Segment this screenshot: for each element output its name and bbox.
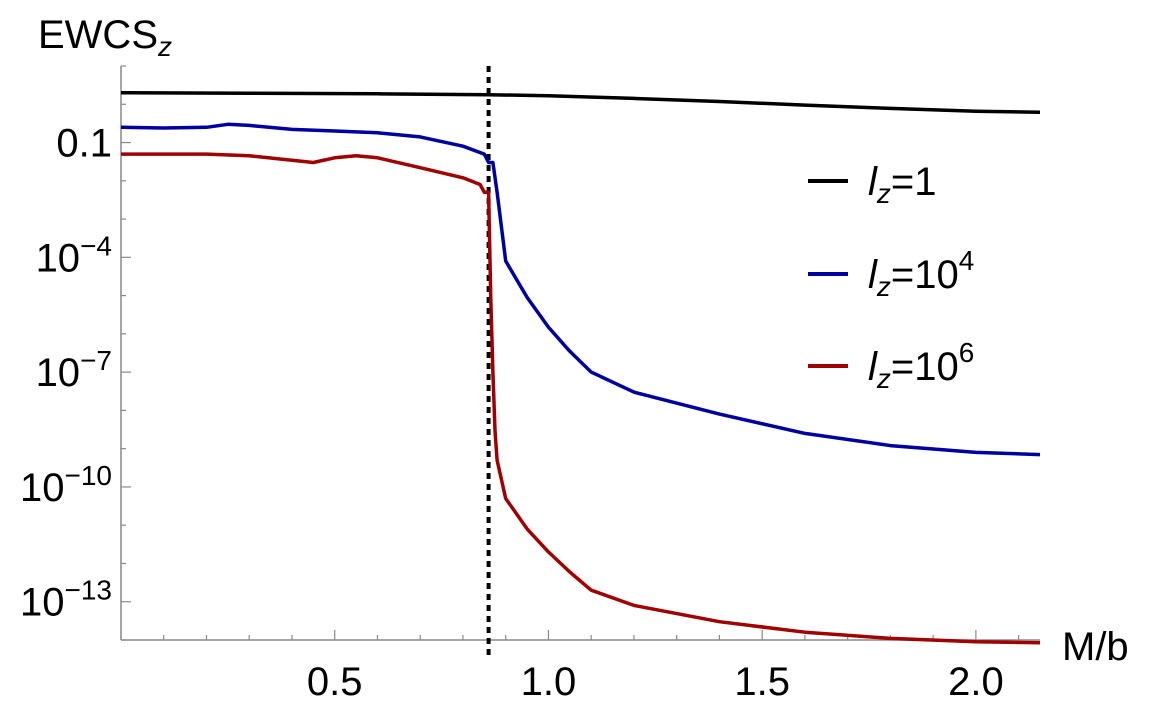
- legend-label-1: lz=104: [868, 245, 974, 302]
- x-tick-label: 2.0: [948, 660, 1004, 704]
- series-layer: [120, 90, 1041, 645]
- y-axis-title-main: EWCS: [38, 13, 158, 57]
- legend-label-0: lz=1: [868, 160, 937, 209]
- y-tick-label: 10−4: [36, 230, 112, 280]
- axes-layer: 0.5 1.0 1.5 2.0 0.1 10−4 10−7 10−10 10−13: [20, 65, 1040, 704]
- series-line-1: [120, 122, 1041, 457]
- legend: lz=1 lz=104 lz=106: [808, 160, 974, 394]
- y-tick-label: 10−10: [20, 460, 112, 510]
- y-tick-label: 10−13: [20, 575, 112, 625]
- x-tick-label: 1.5: [734, 660, 790, 704]
- y-axis-title: EWCSz: [38, 13, 172, 62]
- y-tick-label: 0.1: [56, 122, 112, 166]
- x-axis-title: M/b: [1062, 625, 1129, 669]
- series-line-2: [121, 152, 1041, 645]
- x-tick-label: 0.5: [307, 660, 363, 704]
- x-tick-label: 1.0: [521, 660, 577, 704]
- legend-label-2: lz=106: [868, 337, 974, 394]
- y-axis-title-sub: z: [157, 31, 172, 62]
- series-line-0: [120, 90, 1041, 114]
- y-tick-label: 10−7: [36, 345, 112, 395]
